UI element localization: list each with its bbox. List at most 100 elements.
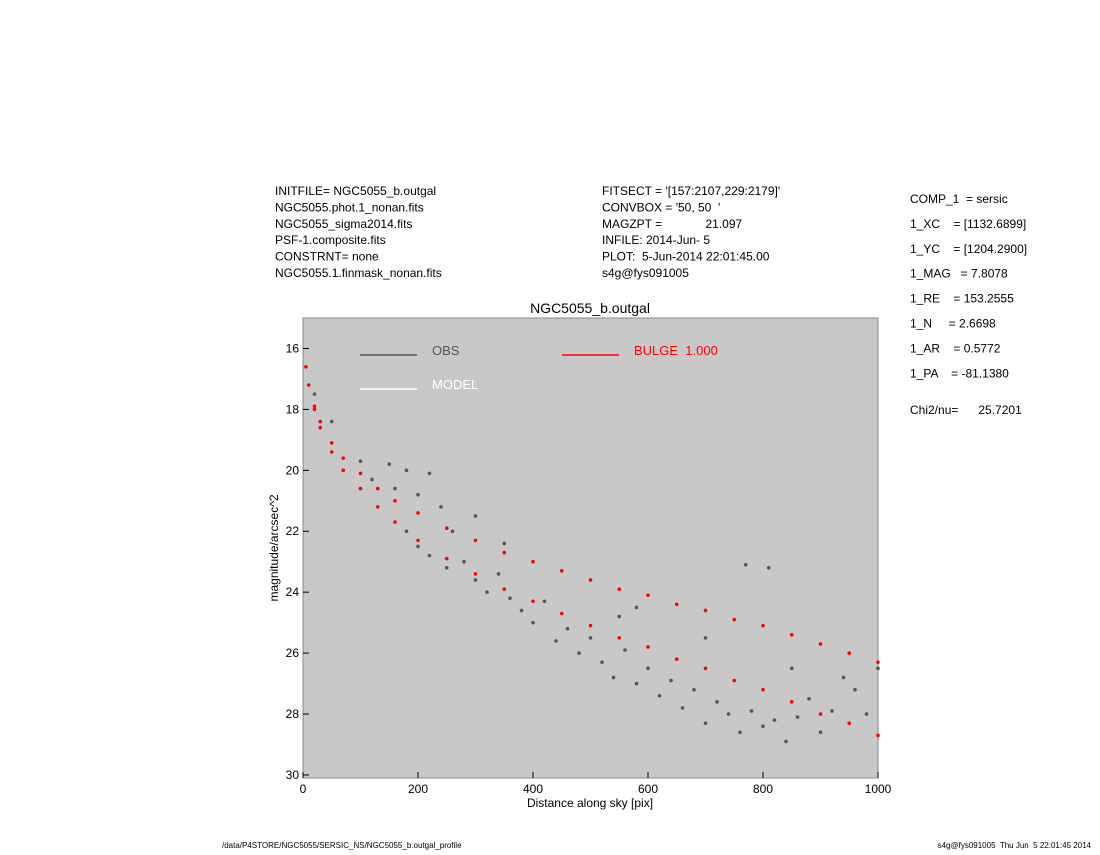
point: [789, 633, 794, 637]
point: [444, 556, 449, 561]
fit-info: NGC5055_sigma2014.fits: [275, 217, 412, 231]
point: [473, 514, 478, 518]
point: [588, 636, 593, 640]
legend-label: BULGE 1.000: [634, 343, 718, 358]
point: [559, 569, 564, 573]
point: [876, 733, 880, 738]
point: [485, 590, 489, 594]
point: [341, 456, 346, 460]
point: [611, 675, 616, 680]
y-tick-label: 18: [286, 402, 300, 416]
y-axis-label: magnitude/arcsec^2: [267, 494, 281, 601]
y-tick-label: 16: [286, 341, 300, 355]
fit-info: NGC5055.1.finmask_nonan.fits: [275, 266, 442, 280]
parameter: 1_N = 2.6698: [910, 317, 996, 331]
point: [738, 730, 742, 735]
fit-info: INFILE: 2014-Jun- 5: [602, 233, 710, 247]
marks: [304, 364, 880, 744]
point: [772, 718, 777, 722]
point: [393, 486, 397, 491]
point: [496, 572, 501, 576]
point: [749, 709, 754, 713]
point: [674, 602, 679, 607]
point: [473, 572, 478, 576]
point: [502, 541, 507, 546]
point: [617, 587, 622, 591]
x-tick-label: 0: [300, 782, 307, 796]
parameter: 1_RE = 153.2555: [910, 292, 1014, 306]
point: [542, 599, 547, 604]
point: [473, 538, 478, 543]
point: [818, 730, 823, 735]
point: [416, 538, 420, 543]
point: [393, 520, 397, 524]
point: [789, 666, 794, 671]
point: [404, 529, 409, 534]
point: [462, 559, 466, 564]
point: [703, 666, 708, 671]
point: [807, 696, 811, 701]
point: [795, 715, 800, 719]
point: [588, 623, 593, 628]
point: [329, 450, 334, 454]
point: [404, 468, 409, 473]
point: [318, 425, 323, 430]
fit-info: CONVBOX = '50, 50 ': [602, 200, 720, 214]
y-tick-label: 28: [286, 707, 300, 721]
point: [847, 721, 852, 725]
point: [416, 511, 420, 515]
point: [657, 693, 662, 698]
legend-label: OBS: [432, 343, 460, 358]
legend-label: MODEL: [432, 377, 478, 392]
y-tick-label: 30: [286, 768, 300, 782]
point: [416, 492, 420, 497]
point: [312, 404, 317, 409]
point: [358, 486, 363, 491]
point: [732, 678, 737, 683]
fit-info: s4g@fys091005: [602, 266, 689, 280]
chart-title: NGC5055_b.outgal: [530, 300, 650, 316]
point: [502, 550, 507, 555]
y-tick-label: 26: [286, 646, 300, 660]
point: [312, 407, 317, 412]
point: [617, 614, 622, 619]
point: [761, 687, 765, 692]
point: [680, 706, 685, 710]
point: [358, 471, 363, 476]
point: [427, 553, 432, 558]
x-tick-label: 600: [638, 782, 658, 796]
parameter: 1_AR = 0.5772: [910, 341, 1001, 355]
point: [876, 660, 880, 665]
point: [726, 712, 731, 716]
point: [703, 608, 708, 613]
point: [617, 636, 622, 640]
fit-info: MAGZPT = 21.097: [602, 217, 742, 231]
point: [304, 364, 308, 369]
parameter: COMP_1 = sersic: [910, 192, 1008, 206]
point: [502, 587, 507, 591]
point: [715, 700, 719, 704]
point: [732, 617, 737, 622]
y-tick-label: 20: [286, 463, 300, 477]
fit-info: INITFILE= NGC5055_b.outgal: [275, 184, 436, 198]
point: [766, 566, 771, 570]
point: [646, 593, 650, 598]
point: [427, 471, 432, 476]
point: [329, 419, 334, 424]
point: [393, 498, 397, 503]
point: [444, 566, 449, 570]
point: [329, 441, 334, 445]
point: [789, 700, 794, 704]
point: [559, 611, 564, 616]
y-tick-label: 24: [286, 585, 300, 599]
point: [818, 642, 823, 646]
point: [646, 666, 650, 671]
x-tick-label: 400: [523, 782, 543, 796]
fit-info: CONSTRNT= none: [275, 250, 379, 264]
point: [876, 666, 880, 671]
point: [646, 645, 650, 649]
plot-background: [302, 317, 879, 779]
point: [761, 623, 765, 628]
point: [341, 468, 346, 473]
